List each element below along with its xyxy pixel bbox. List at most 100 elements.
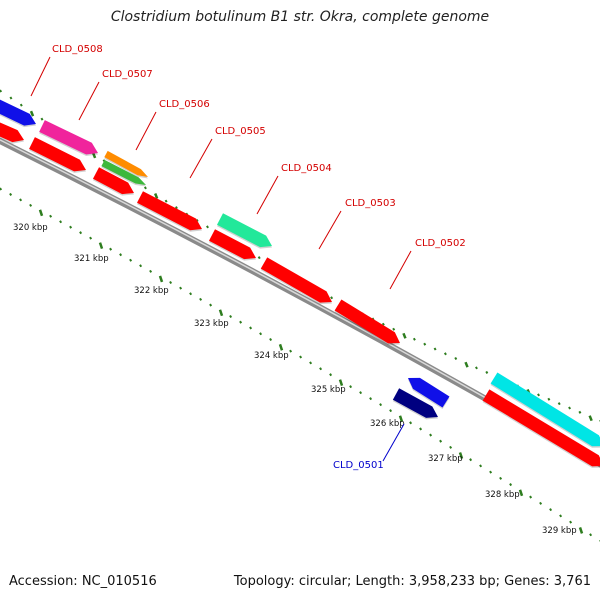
hit-arrow-body (392, 388, 438, 418)
scale-tick-label: 329 kbp (542, 526, 577, 536)
scale-tick (379, 403, 383, 407)
gene-label: CLD_0506 (159, 99, 210, 110)
scale-tick (489, 470, 493, 474)
outer-tick (475, 366, 478, 370)
gene-leader-line (389, 250, 412, 290)
cds-arrow-body (92, 167, 134, 195)
cds-arrow-body (334, 299, 400, 344)
outer-tick (557, 402, 561, 406)
hit-arrow-body (104, 150, 148, 177)
scale-tick-label: 322 kbp (134, 286, 169, 296)
outer-tick (175, 206, 178, 210)
scale-tick (338, 379, 344, 387)
scale-tick (59, 220, 63, 224)
scale-tick (229, 314, 233, 318)
scale-tick (158, 275, 164, 283)
scale-tick (79, 231, 83, 235)
scale-tick (409, 421, 413, 425)
outer-tick (547, 397, 551, 401)
scale-tick-label: 321 kbp (74, 254, 109, 264)
scale-tick (199, 297, 203, 301)
scale-tick (0, 187, 3, 191)
gene-label: CLD_0505 (215, 126, 266, 137)
scale-tick (499, 476, 503, 480)
summary-text: Topology: circular; Length: 3,958,233 bp… (233, 574, 591, 589)
outer-tick (485, 370, 489, 374)
scale-tick-label: 328 kbp (485, 490, 520, 500)
backbone-highlight (0, 139, 600, 465)
gene-leader-line (318, 210, 342, 250)
gene-leader-line (30, 56, 51, 97)
scale-tick (139, 264, 143, 268)
scale-tick (149, 269, 153, 273)
hit-arrow (101, 159, 146, 187)
scale-tick-label: 325 kbp (311, 385, 346, 395)
outer-tick (154, 193, 159, 199)
outer-tick (330, 296, 334, 300)
scale-tick (559, 514, 563, 518)
outer-tick (423, 342, 427, 346)
outer-tick (19, 103, 23, 107)
gene-label: CLD_0502 (415, 238, 466, 249)
scale-tick (209, 303, 213, 307)
cds-arrow-body (0, 122, 24, 143)
scale-tick (449, 445, 453, 449)
gene-label: CLD_0501 (333, 460, 384, 471)
accession-text: Accession: NC_010516 (9, 574, 157, 589)
scale-tick (369, 397, 373, 401)
scale-tick (458, 452, 464, 459)
cds-arrow-body (208, 229, 256, 260)
scale-tick (169, 281, 173, 285)
outer-tick (412, 337, 416, 341)
gene-leader-line (78, 81, 100, 121)
scale-tick (29, 203, 33, 207)
cds-arrow (137, 191, 202, 232)
scale-tick (289, 349, 293, 353)
scale-tick (69, 225, 73, 229)
scale-tick (509, 483, 513, 487)
scale-tick (189, 292, 193, 296)
scale-tick (389, 409, 393, 413)
gene-leader-line (256, 175, 279, 215)
cds-arrow-body (137, 191, 202, 231)
outer-tick (578, 410, 582, 414)
scale-tick (9, 192, 13, 196)
hit-arrow-body (39, 120, 98, 155)
hit-arrow (490, 372, 600, 448)
scale-tick (479, 464, 483, 468)
scale-tick (549, 508, 553, 512)
scale-tick (309, 361, 313, 365)
scale-tick-label: 324 kbp (254, 351, 289, 361)
outer-tick (143, 186, 147, 190)
scale-tick (398, 415, 404, 423)
scale-tick (109, 247, 113, 251)
cds-arrow (260, 257, 332, 305)
outer-tick (588, 415, 593, 422)
gene-leader-line (189, 138, 213, 179)
scale-tick (259, 332, 263, 336)
gene-label: CLD_0504 (281, 163, 332, 174)
scale-tick (518, 489, 524, 497)
cds-arrow (29, 137, 87, 173)
map-title: Clostridium botulinum B1 str. Okra, comp… (110, 9, 490, 25)
hit-arrow-body (490, 372, 600, 447)
scale-tick (269, 337, 273, 342)
outer-tick (257, 256, 261, 260)
scale-tick (49, 214, 53, 218)
scale-tick-label: 326 kbp (370, 419, 405, 429)
outer-tick (29, 110, 35, 117)
hit-arrow-body (0, 99, 36, 126)
scale-tick (539, 501, 543, 505)
outer-tick (40, 117, 44, 121)
scale-tick (529, 495, 533, 499)
scale-tick (359, 391, 363, 395)
scale-tick (19, 198, 23, 202)
scale-tick (89, 236, 93, 240)
cds-arrow-body (29, 137, 87, 172)
scale-tick (578, 527, 584, 534)
hit-arrow (39, 120, 98, 157)
outer-tick (454, 357, 458, 361)
scale-tick-label: 320 kbp (13, 223, 48, 233)
cds-arrow (92, 167, 134, 196)
